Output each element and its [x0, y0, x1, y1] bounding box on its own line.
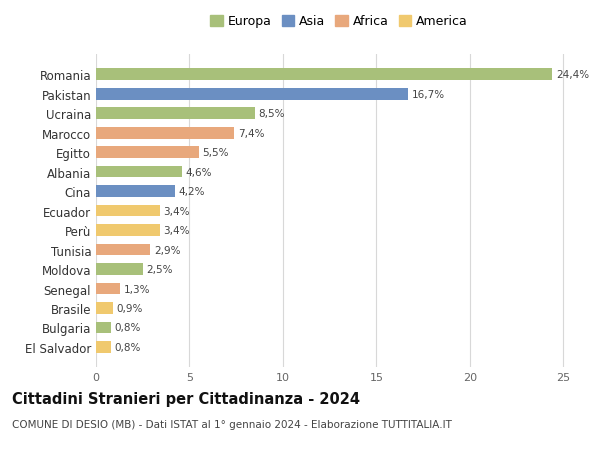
Text: 0,8%: 0,8% [115, 323, 141, 333]
Text: 4,6%: 4,6% [186, 167, 212, 177]
Text: Cittadini Stranieri per Cittadinanza - 2024: Cittadini Stranieri per Cittadinanza - 2… [12, 391, 360, 406]
Bar [96, 322, 111, 334]
Text: 0,9%: 0,9% [116, 303, 143, 313]
Text: COMUNE DI DESIO (MB) - Dati ISTAT al 1° gennaio 2024 - Elaborazione TUTTITALIA.I: COMUNE DI DESIO (MB) - Dati ISTAT al 1° … [12, 419, 452, 429]
Text: 2,9%: 2,9% [154, 245, 181, 255]
Bar [96, 283, 120, 295]
Legend: Europa, Asia, Africa, America: Europa, Asia, Africa, America [208, 13, 470, 31]
Text: 0,8%: 0,8% [115, 342, 141, 352]
Bar [96, 167, 182, 178]
Bar [96, 69, 552, 81]
Text: 5,5%: 5,5% [203, 148, 229, 158]
Bar [96, 128, 235, 139]
Bar [96, 186, 175, 197]
Bar [96, 263, 143, 275]
Bar [96, 225, 160, 236]
Bar [96, 147, 199, 159]
Text: 1,3%: 1,3% [124, 284, 151, 294]
Bar [96, 108, 255, 120]
Text: 4,2%: 4,2% [178, 187, 205, 197]
Bar [96, 302, 113, 314]
Text: 7,4%: 7,4% [238, 129, 265, 139]
Text: 3,4%: 3,4% [163, 225, 190, 235]
Bar [96, 244, 150, 256]
Text: 3,4%: 3,4% [163, 206, 190, 216]
Text: 24,4%: 24,4% [556, 70, 589, 80]
Text: 16,7%: 16,7% [412, 90, 445, 100]
Bar [96, 89, 408, 101]
Text: 2,5%: 2,5% [146, 264, 173, 274]
Bar [96, 341, 111, 353]
Bar [96, 205, 160, 217]
Text: 8,5%: 8,5% [259, 109, 285, 119]
